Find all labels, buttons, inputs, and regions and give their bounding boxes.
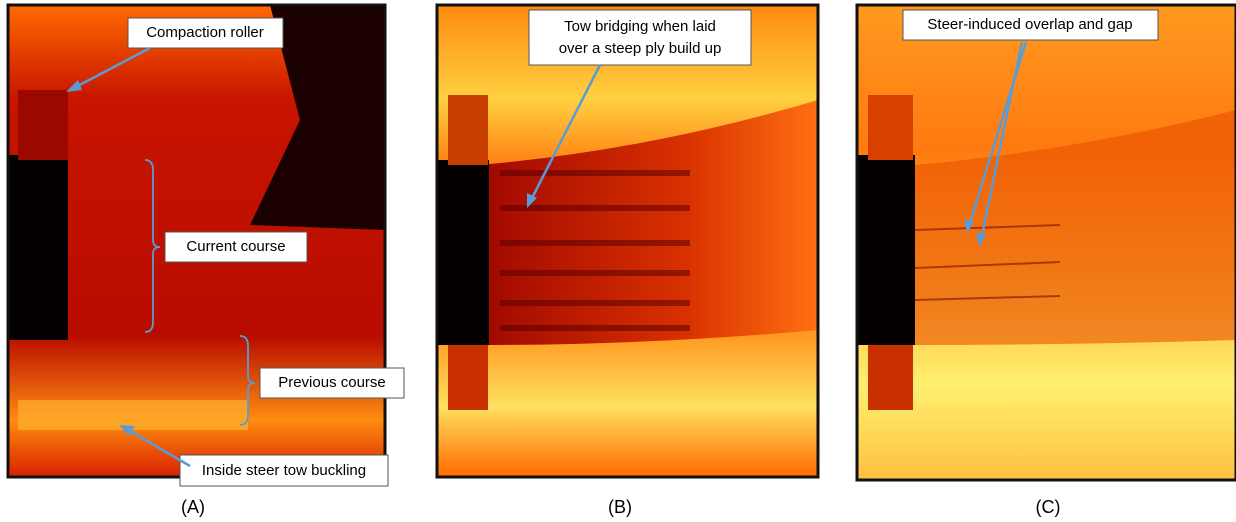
roller-shadow (437, 160, 489, 345)
callout-box (528, 9, 752, 66)
arrow (528, 64, 602, 203)
roller-shadow (8, 155, 68, 340)
callout-box (259, 367, 405, 399)
buckling-strip (18, 400, 248, 430)
arrow (124, 426, 191, 468)
arrowhead (119, 425, 135, 436)
roller-shadow (857, 155, 915, 345)
roller (868, 345, 913, 410)
panel-label: (A) (181, 497, 205, 517)
arrow (979, 41, 1024, 241)
callout: over a steep ply build up (559, 40, 722, 57)
callout: Steer-induced overlap and gap (927, 16, 1132, 33)
callout: Tow bridging when laid (564, 18, 716, 35)
callout-box (179, 454, 389, 487)
bridging-spots (500, 170, 690, 331)
callout: Current course (186, 238, 285, 255)
panel-b: Tow bridging when laid over a steep ply … (435, 3, 820, 517)
panel-label: (B) (608, 497, 632, 517)
roller (448, 95, 488, 165)
callout: Inside steer tow buckling (202, 462, 366, 479)
arrowhead (964, 219, 974, 233)
brace (239, 335, 256, 426)
panel-a: Compaction roller Current course Previou… (6, 3, 405, 517)
arrowhead (66, 80, 82, 92)
roller (448, 345, 488, 410)
brace (144, 159, 161, 333)
arrow (69, 46, 151, 92)
callout-box (127, 17, 284, 49)
current-course (480, 100, 818, 345)
callout-box (902, 9, 1159, 41)
gap-lines (914, 224, 1061, 301)
frame (855, 3, 1236, 482)
roller (868, 95, 913, 160)
panel-label: (C) (1036, 497, 1061, 517)
roller (18, 90, 68, 160)
callout-box (164, 231, 308, 263)
callout: Previous course (278, 374, 386, 391)
frame (435, 3, 820, 479)
panel-c: Steer-induced overlap and gap (C) (855, 3, 1236, 517)
arrowhead (527, 193, 537, 208)
callout: Compaction roller (146, 24, 264, 41)
dark-region (250, 5, 385, 230)
arrowhead (976, 233, 986, 247)
